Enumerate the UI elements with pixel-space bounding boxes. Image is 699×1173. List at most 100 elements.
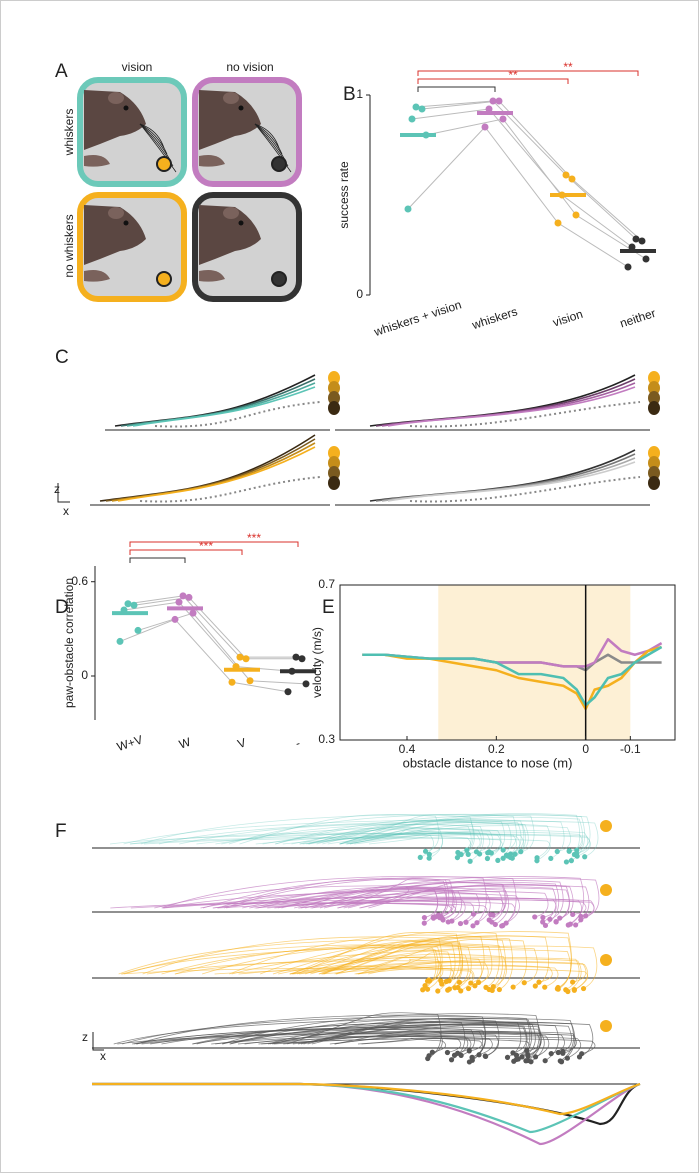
paw-contact [457, 920, 464, 927]
significance-bracket [129, 549, 243, 555]
trajectory [212, 896, 466, 922]
paw-contact [470, 923, 476, 929]
mouse-line [133, 596, 302, 660]
significance-stars: *** [199, 539, 213, 553]
paw-contact [582, 854, 588, 860]
paw [84, 155, 110, 167]
paw-contact [448, 1057, 455, 1063]
whisker [139, 123, 165, 149]
mouse-dot [185, 593, 193, 601]
paw-contact [455, 1050, 461, 1056]
paw-contact [464, 847, 470, 853]
eye [238, 105, 244, 111]
trajectory [357, 1037, 447, 1053]
trajectory [307, 832, 481, 851]
paw-contact [496, 986, 502, 993]
paw-contact [439, 916, 446, 922]
mouse-dot [562, 171, 570, 179]
significance-stars: *** [247, 531, 261, 545]
paw-contact [532, 914, 538, 920]
y-tick-label: 0.3 [318, 732, 335, 746]
paw-contact [557, 915, 563, 921]
trajectory [146, 960, 489, 987]
obstacle [328, 401, 340, 415]
mouse-head [84, 205, 146, 265]
whisker [139, 123, 177, 173]
panel-label: D [55, 597, 69, 618]
mouse-dot [499, 115, 507, 123]
obstacle [328, 371, 340, 385]
trajectory [223, 876, 517, 926]
obstacle [648, 371, 660, 385]
paw-contact [554, 848, 560, 855]
eye [123, 220, 129, 226]
paw-contact [518, 849, 524, 855]
paw-contact [576, 1054, 583, 1060]
paw-contact [521, 980, 527, 986]
paw-contact [505, 853, 511, 859]
mouse-line [119, 618, 289, 693]
mouse-dot [284, 688, 292, 696]
trajectory [110, 902, 457, 920]
y-axis-label: success rate [337, 161, 351, 229]
trajectory [228, 813, 535, 853]
velocity-line [362, 645, 663, 707]
trajectory [272, 1023, 559, 1062]
trajectory [387, 386, 636, 427]
trajectory [239, 814, 440, 852]
y-tick-label: 0 [81, 668, 88, 682]
whisker [254, 123, 283, 155]
trajectory [354, 958, 582, 992]
ear [223, 92, 239, 104]
trajectory [334, 943, 462, 991]
trajectory [349, 825, 571, 852]
paw-contact [482, 1053, 488, 1059]
y-axis-label: velocity (m/s) [310, 627, 324, 698]
trajectory [262, 828, 494, 855]
mouse-dot [298, 655, 306, 663]
trajectory [283, 1035, 472, 1054]
whisker [139, 123, 168, 155]
paw-contact [435, 988, 441, 994]
trajectory [217, 877, 450, 918]
trajectory [299, 876, 585, 925]
axis-label: z [82, 1030, 88, 1044]
paw-contact [510, 984, 516, 990]
trajectory [238, 965, 455, 982]
paw-contact [456, 979, 463, 985]
mouse-line [421, 100, 643, 242]
trajectory [356, 964, 553, 983]
trajectory [274, 820, 522, 857]
trajectory [129, 832, 434, 858]
x-tick-label: - [294, 736, 302, 751]
paw-contact [424, 986, 431, 992]
paw-contact [540, 919, 546, 925]
trajectory [162, 890, 549, 918]
mean-trajectory [92, 1082, 641, 1116]
mouse-line [425, 118, 647, 260]
column-label: vision [122, 60, 153, 74]
trajectory [121, 967, 474, 983]
paw-contact [426, 977, 432, 983]
control-trajectory [409, 401, 641, 428]
paw-contact [500, 922, 506, 929]
paw-contact [445, 987, 451, 993]
mouse-dot [568, 175, 576, 183]
paw-contact [532, 983, 538, 989]
significance-stars: ** [563, 60, 573, 74]
trajectory [215, 1031, 541, 1052]
paw-contact [485, 850, 491, 856]
x-tick-label: W [177, 735, 193, 752]
paw-contact [430, 915, 437, 921]
paw-contact [571, 986, 577, 993]
obstacle [600, 820, 612, 832]
obstacle [600, 884, 612, 896]
paw-contact [528, 1059, 534, 1065]
paw-contact [490, 983, 496, 990]
mouse-dot [412, 103, 420, 111]
trajectory [200, 889, 503, 921]
paw-contact [540, 914, 546, 921]
paw-contact [465, 851, 471, 857]
mouse-dot [236, 653, 244, 661]
obstacle [156, 271, 172, 287]
